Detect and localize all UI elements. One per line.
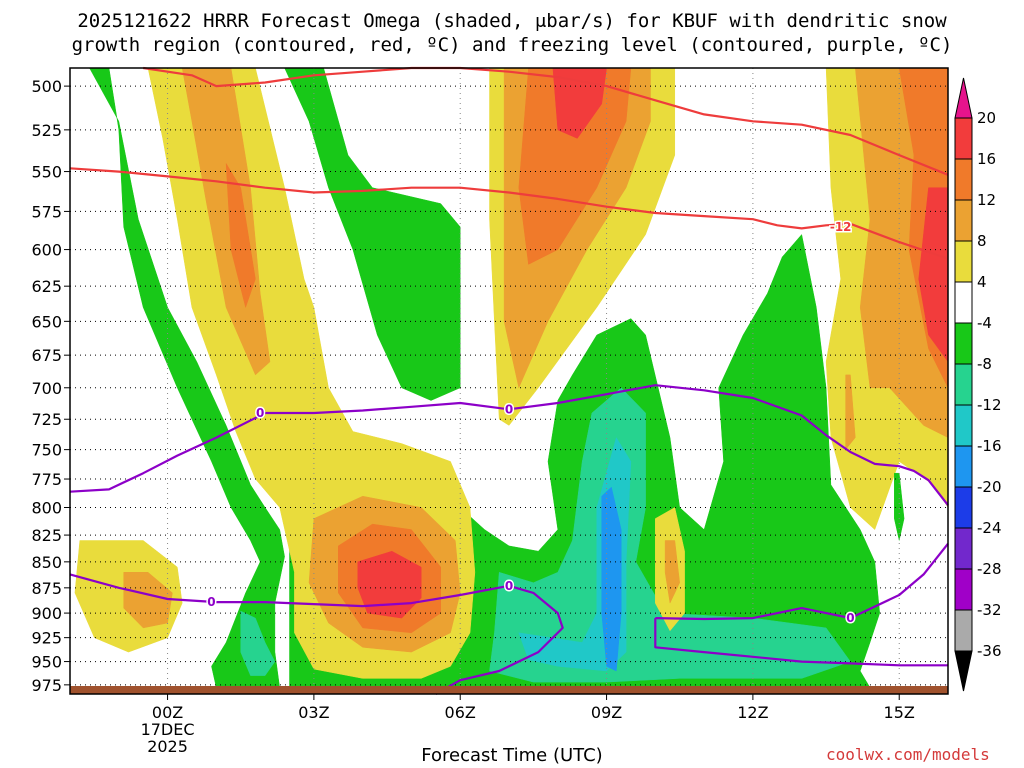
colorbar-label-12: -32	[977, 601, 1002, 619]
omega-shading-layer	[74, 67, 949, 688]
y-tick-label-500: 500	[31, 77, 62, 96]
plot-frame	[69, 67, 949, 695]
colorbar-label-0: 20	[977, 109, 996, 127]
freezing-contour-label-2-0: 0	[256, 406, 264, 420]
y-tick-label-675: 675	[31, 346, 62, 365]
freezing-contour-label-2-1: 0	[505, 402, 513, 416]
y-tick-label-825: 825	[31, 526, 62, 545]
y-tick-label-525: 525	[31, 121, 62, 140]
colorbar-label-11: -28	[977, 560, 1002, 578]
colorbar-bin-1	[954, 158, 973, 201]
freezing-contour-4	[655, 543, 949, 621]
x-tick-label-15-0: 15Z	[884, 703, 915, 722]
y-tick-label-700: 700	[31, 379, 62, 398]
y-tick-label-975: 975	[31, 676, 62, 695]
y-tick-label-925: 925	[31, 629, 62, 648]
colorbar-bin-9	[954, 486, 973, 529]
x-tick-label-0-2: 2025	[147, 737, 188, 756]
y-tick-label-600: 600	[31, 241, 62, 260]
dendritic-contour-0	[69, 167, 949, 260]
colorbar-label-5: -4	[977, 314, 992, 332]
y-tick-label-775: 775	[31, 470, 62, 489]
y-axis-ticks: 500 525 550 575 600 625 650 675 700 725 750 775 800 8…	[31, 77, 70, 695]
x-tick-label-9-0: 09Z	[591, 703, 622, 722]
dendritic-contour-label-0-0: -12	[830, 220, 852, 234]
colorbar-bin-5	[954, 322, 973, 365]
colorbar-label-4: 4	[977, 273, 987, 291]
y-tick-label-650: 650	[31, 312, 62, 331]
y-tick-label-850: 850	[31, 553, 62, 572]
freezing-contour-5	[654, 618, 948, 667]
omega-region-1	[284, 67, 461, 401]
colorbar-label-10: -24	[977, 519, 1002, 537]
colorbar-label-6: -8	[977, 355, 992, 373]
colorbar-bin-10	[954, 527, 973, 570]
colorbar-bin-0	[954, 117, 973, 160]
freezing-contour-2	[69, 384, 949, 506]
x-tick-label-12-0: 12Z	[737, 703, 768, 722]
y-tick-label-800: 800	[31, 498, 62, 517]
y-tick-label-550: 550	[31, 163, 62, 182]
omega-region-24	[918, 187, 949, 363]
omega-colorbar: 20 16 12 8 4 -4 -8 -12 -16 -20 -24 -28 -32 -36	[954, 77, 1002, 692]
colorbar-bottom-arrow	[954, 650, 973, 692]
colorbar-bin-8	[954, 445, 973, 488]
colorbar-label-8: -16	[977, 437, 1002, 455]
y-tick-label-950: 950	[31, 653, 62, 672]
colorbar-bin-6	[954, 363, 973, 406]
x-tick-label-0-0: 00Z	[152, 703, 183, 722]
omega-region-25	[845, 374, 856, 451]
y-tick-label-625: 625	[31, 277, 62, 296]
colorbar-label-3: 8	[977, 232, 987, 250]
y-tick-label-750: 750	[31, 441, 62, 460]
colorbar-bin-2	[954, 199, 973, 242]
colorbar-bin-11	[954, 568, 973, 611]
x-tick-label-3-0: 03Z	[298, 703, 329, 722]
contour-layer: -12 0 0 0 0 0	[69, 66, 949, 695]
y-tick-label-875: 875	[31, 579, 62, 598]
source-credit: coolwx.com/models	[826, 745, 990, 764]
colorbar-bin-3	[954, 240, 973, 283]
colorbar-label-1: 16	[977, 150, 996, 168]
colorbar-label-7: -12	[977, 396, 1002, 414]
chart-title-line-2: growth region (contoured, red, ºC) and f…	[71, 34, 953, 56]
omega-region-17	[518, 67, 632, 265]
dendritic-contour-1	[143, 66, 949, 176]
y-tick-label-725: 725	[31, 410, 62, 429]
omega-region-26	[894, 472, 905, 541]
omega-region-3	[240, 610, 276, 676]
freezing-contour-label-3-0: 0	[207, 595, 215, 609]
colorbar-top-arrow	[954, 77, 973, 119]
freezing-contour-label-3-1: 0	[505, 579, 513, 593]
y-tick-label-575: 575	[31, 202, 62, 221]
colorbar-label-2: 12	[977, 191, 996, 209]
omega-region-20	[664, 540, 680, 604]
colorbar-label-13: -36	[977, 642, 1002, 660]
colorbar-bin-4	[954, 281, 973, 324]
colorbar-bin-12	[954, 609, 973, 652]
colorbar-bin-7	[954, 404, 973, 447]
colorbar-label-9: -20	[977, 478, 1002, 496]
freezing-contour-3	[69, 573, 564, 695]
x-tick-label-6-0: 06Z	[445, 703, 476, 722]
chart-title-line-1: 2025121622 HRRR Forecast Omega (shaded, …	[77, 10, 947, 32]
omega-region-12	[357, 550, 422, 619]
x-tick-label-0-1: 17DEC	[141, 720, 195, 739]
ground-surface	[70, 686, 948, 694]
freezing-contour-label-4-0: 0	[846, 611, 854, 625]
x-axis-label: Forecast Time (UTC)	[421, 745, 603, 766]
y-tick-label-900: 900	[31, 604, 62, 623]
